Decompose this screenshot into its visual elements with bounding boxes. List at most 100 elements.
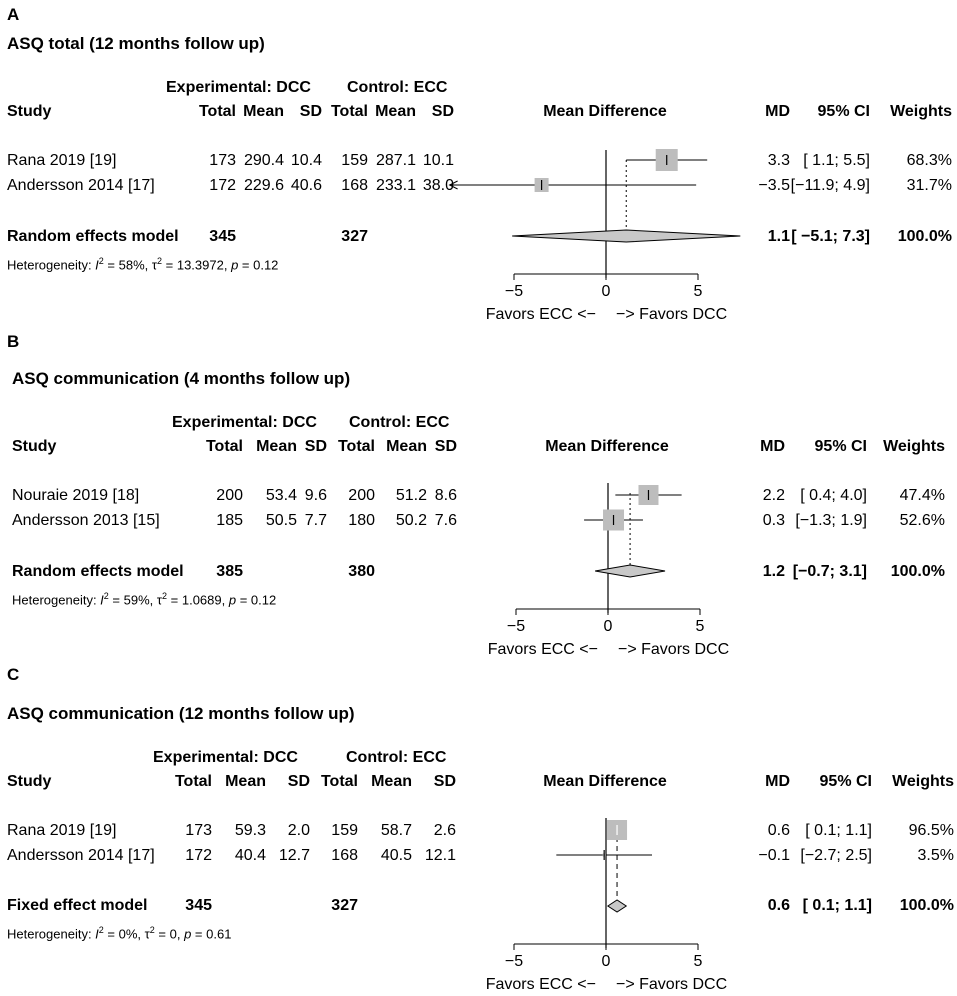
weight-value: 68.3% [906, 152, 952, 169]
md-header: MD [765, 103, 790, 120]
plot-header: Mean Difference [543, 103, 667, 120]
summary-ctl-total: 380 [348, 563, 375, 580]
ctl-total-header: Total [330, 103, 368, 120]
ctl-mean: 51.2 [395, 487, 427, 504]
panel-title: ASQ communication (12 months follow up) [7, 704, 355, 723]
panel-c: C ASQ communication (12 months follow up… [0, 660, 957, 996]
study-name: Andersson 2014 [17] [7, 177, 155, 194]
exp-sd-header: SD [287, 773, 310, 790]
study-header: Study [7, 103, 52, 120]
exp-total-header: Total [174, 773, 212, 790]
exp-sd: 9.6 [304, 487, 327, 504]
study-header: Study [12, 438, 57, 455]
forest-plot: −5 0 5 Favors ECC <− −> Favors DCC [448, 149, 741, 323]
exp-sd-header: SD [299, 103, 322, 120]
ctl-total: 159 [341, 152, 368, 169]
heterogeneity: Heterogeneity: I2 = 0%, τ2 = 0, p = 0.61 [7, 925, 232, 942]
ci-header: 95% CI [819, 773, 872, 790]
forest-plot: −5 0 5 Favors ECC <− −> Favors DCC [488, 483, 729, 658]
summary-md: 1.1 [767, 228, 790, 245]
study-name: Rana 2019 [19] [7, 152, 117, 169]
summary-ci: [ −5.1; 7.3] [791, 228, 870, 245]
panel-title: ASQ total (12 months follow up) [7, 34, 265, 53]
summary-md: 0.6 [767, 897, 790, 914]
ctl-mean-header: Mean [386, 438, 427, 455]
ctl-mean: 58.7 [380, 822, 412, 839]
summary-diamond [512, 229, 741, 243]
ci-value: [ 0.1; 1.1] [805, 822, 872, 839]
exp-total: 173 [185, 822, 212, 839]
exp-mean: 59.3 [234, 822, 266, 839]
summary-exp-total: 345 [209, 228, 236, 245]
ctl-mean-header: Mean [375, 103, 416, 120]
panel-label: B [7, 332, 20, 351]
ctl-sd: 10.1 [422, 152, 454, 169]
exp-total-header: Total [205, 438, 243, 455]
exp-group-header: Experimental: DCC [166, 79, 311, 96]
ci-value: [−1.3; 1.9] [795, 512, 867, 529]
panel-label: C [7, 665, 20, 684]
exp-sd: 12.7 [278, 847, 310, 864]
ctl-group-header: Control: ECC [349, 414, 450, 431]
ctl-sd-header: SD [431, 103, 454, 120]
ctl-group-header: Control: ECC [346, 749, 447, 766]
summary-diamond [606, 899, 628, 913]
study-name: Andersson 2013 [15] [12, 512, 160, 529]
exp-mean: 50.5 [265, 512, 297, 529]
exp-group-header: Experimental: DCC [153, 749, 298, 766]
md-header: MD [760, 438, 785, 455]
favors-right-label: −> Favors DCC [618, 641, 729, 658]
favors-left-label: Favors ECC <− [486, 306, 596, 323]
ctl-mean: 233.1 [375, 177, 416, 194]
ci-arrow [448, 180, 458, 190]
ci-value: [ 0.4; 4.0] [800, 487, 867, 504]
ctl-sd: 7.6 [434, 512, 457, 529]
ctl-sd: 2.6 [433, 822, 456, 839]
summary-weight: 100.0% [897, 228, 952, 245]
exp-sd: 2.0 [287, 822, 310, 839]
weight-value: 47.4% [899, 487, 945, 504]
ctl-total: 180 [348, 512, 375, 529]
summary-weight: 100.0% [890, 563, 945, 580]
ctl-total: 168 [331, 847, 358, 864]
ctl-total: 159 [331, 822, 358, 839]
favors-left-label: Favors ECC <− [488, 641, 598, 658]
summary-md: 1.2 [762, 563, 785, 580]
summary-exp-total: 385 [216, 563, 243, 580]
x-tick-label: 5 [696, 618, 705, 635]
forest-plot: −5 0 5 Favors ECC <− −> Favors DCC [486, 818, 727, 993]
summary-ctl-total: 327 [331, 897, 358, 914]
exp-total: 185 [216, 512, 243, 529]
exp-mean-header: Mean [225, 773, 266, 790]
weights-header: Weights [892, 773, 954, 790]
md-value: 2.2 [762, 487, 785, 504]
summary-label: Random effects model [7, 228, 179, 245]
summary-ci: [ 0.1; 1.1] [802, 897, 872, 914]
x-tick-label: 0 [604, 618, 613, 635]
exp-sd: 40.6 [290, 177, 322, 194]
exp-group-header: Experimental: DCC [172, 414, 317, 431]
ctl-mean-header: Mean [371, 773, 412, 790]
summary-diamond [595, 564, 666, 578]
ci-value: [ 1.1; 5.5] [803, 152, 870, 169]
plot-header: Mean Difference [543, 773, 667, 790]
favors-right-label: −> Favors DCC [616, 976, 727, 993]
ci-header: 95% CI [814, 438, 867, 455]
ctl-mean: 40.5 [380, 847, 412, 864]
md-header: MD [765, 773, 790, 790]
weight-value: 3.5% [917, 847, 954, 864]
ctl-total-header: Total [320, 773, 358, 790]
study-name: Andersson 2014 [17] [7, 847, 155, 864]
heterogeneity: Heterogeneity: I2 = 58%, τ2 = 13.3972, p… [7, 256, 279, 273]
study-name: Nouraie 2019 [18] [12, 487, 140, 504]
exp-sd-header: SD [304, 438, 327, 455]
exp-mean: 53.4 [265, 487, 297, 504]
panel-a: A ASQ total (12 months follow up) Experi… [0, 0, 957, 330]
weight-value: 96.5% [908, 822, 954, 839]
x-tick-label: 5 [694, 953, 703, 970]
panel-b: B ASQ communication (4 months follow up)… [0, 330, 957, 660]
x-tick-label: 0 [602, 953, 611, 970]
md-value: −3.5 [758, 177, 790, 194]
favors-left-label: Favors ECC <− [486, 976, 596, 993]
x-tick-label: −5 [507, 618, 525, 635]
